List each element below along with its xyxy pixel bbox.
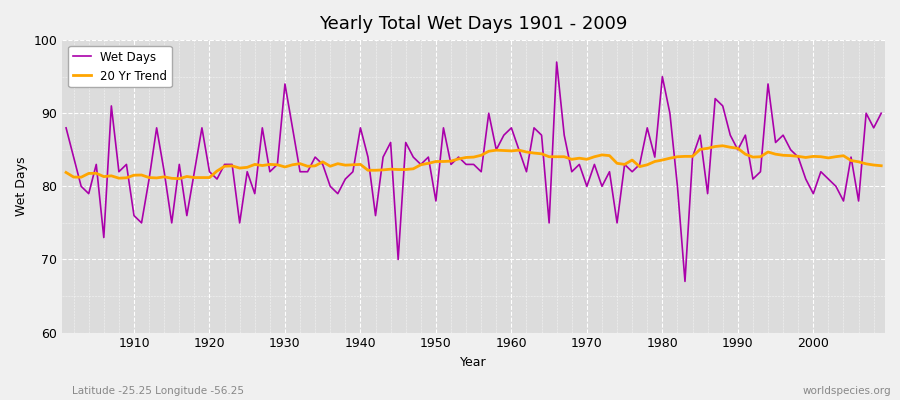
20 Yr Trend: [294, 161, 305, 166]
Text: Latitude -25.25 Longitude -56.25: Latitude -25.25 Longitude -56.25: [72, 386, 244, 396]
Wet Days: [287, 126, 298, 130]
Line: 20 Yr Trend: 20 Yr Trend: [66, 146, 881, 179]
20 Yr Trend: [340, 163, 351, 168]
20 Yr Trend: [514, 148, 525, 152]
20 Yr Trend: [174, 176, 184, 181]
Wet Days: [552, 60, 562, 64]
Wet Days: [60, 126, 71, 130]
20 Yr Trend: [60, 170, 71, 175]
20 Yr Trend: [717, 143, 728, 148]
Legend: Wet Days, 20 Yr Trend: Wet Days, 20 Yr Trend: [68, 46, 172, 87]
Wet Days: [499, 133, 509, 138]
Y-axis label: Wet Days: Wet Days: [15, 156, 28, 216]
Text: worldspecies.org: worldspecies.org: [803, 386, 891, 396]
Wet Days: [332, 191, 343, 196]
Line: Wet Days: Wet Days: [66, 62, 881, 282]
Wet Days: [876, 111, 886, 116]
20 Yr Trend: [506, 148, 517, 153]
Wet Days: [680, 279, 690, 284]
Wet Days: [604, 169, 615, 174]
20 Yr Trend: [121, 176, 131, 180]
20 Yr Trend: [604, 153, 615, 158]
Wet Days: [121, 162, 131, 167]
20 Yr Trend: [876, 163, 886, 168]
X-axis label: Year: Year: [460, 356, 487, 369]
Wet Days: [506, 126, 517, 130]
Title: Yearly Total Wet Days 1901 - 2009: Yearly Total Wet Days 1901 - 2009: [320, 15, 628, 33]
